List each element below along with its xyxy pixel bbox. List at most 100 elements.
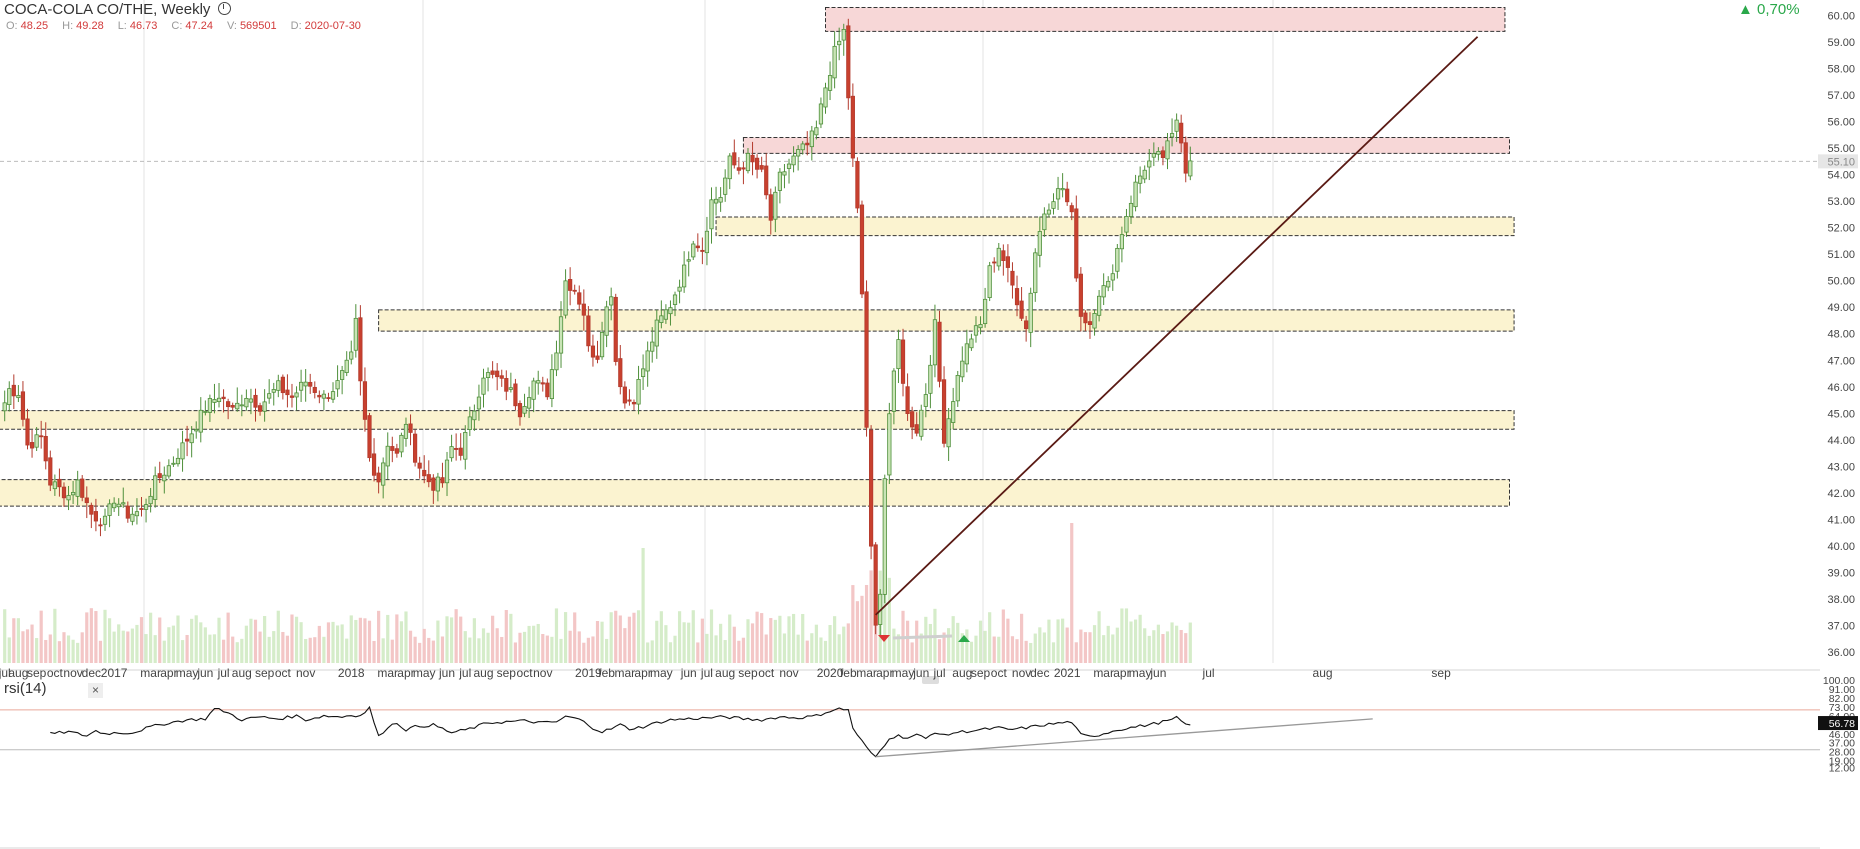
volume-bar [1079,629,1083,663]
candle-body [983,298,988,325]
volume-bar [550,636,554,663]
volume-bar [1147,635,1151,663]
volume-bar [372,640,376,663]
time-tick-label: nov [63,666,82,680]
volume-bar [591,636,595,663]
volume-bar [719,623,723,663]
rsi-tick-label: 82.00 [1829,693,1855,705]
candle-body [513,383,518,407]
candle-body [768,194,773,221]
rsi-line [50,705,1191,758]
time-tick-label: jul [0,666,11,680]
candle-body [955,375,960,402]
volume-bar [285,635,290,663]
time-tick-label: jul [932,666,945,680]
candle-body [1119,234,1124,250]
volume-bar [80,632,84,663]
volume-bar [1029,642,1033,663]
candle-body [285,389,290,396]
volume-bar [709,609,714,663]
price-tick-label: 53.00 [1827,196,1855,208]
candle-body [454,448,459,450]
time-tick-label: jun [912,666,929,680]
candle-body [937,321,942,382]
buy-marker-icon [958,635,970,642]
candle-body [244,397,249,408]
volume-bar [440,636,445,663]
candle-body [1179,122,1184,144]
candle-body [34,434,39,448]
time-tick-label: aug [473,666,493,680]
volume-bar [25,629,30,663]
drawings[interactable] [875,36,1479,684]
candle-body [1087,321,1093,325]
volume-bar [7,637,11,663]
volume-bar [126,631,130,663]
candle-body [846,25,851,99]
volume-bar [418,642,422,663]
candle-body [1055,188,1061,200]
price-axis[interactable]: 60.00 59.00 58.00 57.00 56.00 55.00 54.00 53.00… [1818,11,1858,659]
candle-body [809,130,814,148]
candle-body [48,457,53,486]
volume-bar [231,636,235,663]
volume-bar [536,623,540,663]
volume-bar [354,619,358,663]
volume-bar [135,624,139,663]
price-tick-label: 43.00 [1827,461,1855,473]
volume-bar [1074,642,1078,663]
volume-bar [1133,619,1138,663]
candle-body [1133,181,1138,208]
volume-bar [413,636,417,663]
candle-body [718,197,723,203]
time-tick-label: sep [971,666,991,680]
price-tick-label: 39.00 [1827,567,1855,579]
time-tick-label: nov [1012,666,1031,680]
volume-bar [71,639,75,663]
volume-bar [144,634,148,663]
candle-body [672,294,678,305]
candle-body [89,504,94,515]
volume-bar [495,628,499,663]
candle-body [1010,270,1015,286]
candle-body [463,431,468,460]
candle-body [207,398,212,413]
volume-bar [326,622,331,663]
candle-body [7,388,12,406]
time-tick-label: oct [517,666,534,680]
ohlc-readout: O: 48.25 H: 49.28 L: 46.73 C: 47.24 V: 569501 D: 20… [6,20,375,32]
candle-body [153,475,158,500]
candle-body [1101,285,1106,298]
volume-bar [1033,633,1037,663]
candle-body [75,479,80,497]
rsi-axis[interactable]: 100.0091.0082.0073.0064.0055.0046.0037.0… [1818,675,1858,775]
rsi-current-value: 56.78 [1829,718,1855,730]
candle-body [267,393,272,399]
volume-bar [974,635,978,663]
volume-bar [1065,627,1069,663]
candle-body [57,478,62,488]
volume-bar [787,616,791,663]
time-tick-label: jun [1149,666,1166,680]
time-tick-label: jun [680,666,697,680]
candle-body [859,204,865,295]
volume-bar [1184,633,1188,663]
volume-bar [636,610,641,663]
time-tick-label: nov [779,666,798,680]
volume-bar [190,618,194,663]
candle-body [910,411,915,428]
candle-body [481,377,486,395]
candle-body [919,409,924,437]
candle-body [755,157,760,170]
volume-bar [892,628,896,663]
close-icon[interactable]: × [88,683,103,698]
volume-bar [691,610,695,663]
volume-bar [778,615,782,663]
volume-bar [1070,523,1074,663]
candle-body [586,315,591,347]
volume-bar [308,637,312,663]
clock-icon[interactable] [217,2,231,15]
candle-body [978,324,983,329]
